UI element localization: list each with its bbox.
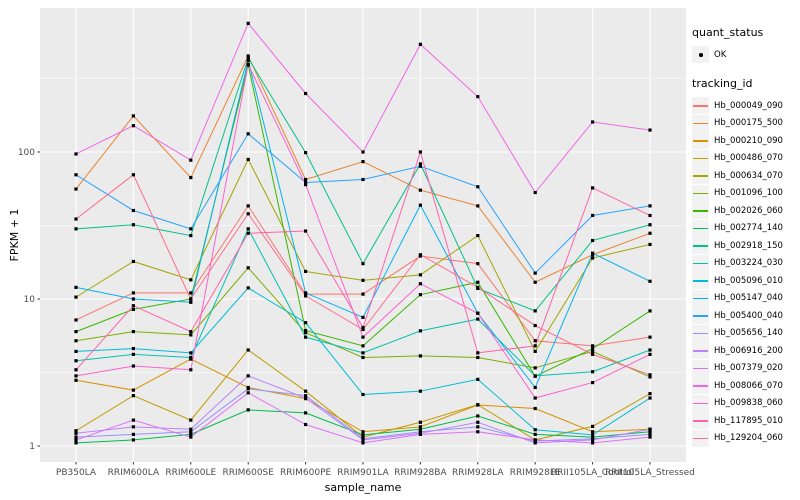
legend-item-Hb_000049_090: Hb_000049_090 xyxy=(692,97,798,114)
x-tick-label: RRIM600LA xyxy=(108,468,160,478)
line-swatch-icon xyxy=(692,184,709,202)
point-symbol-icon xyxy=(692,46,709,63)
legend-item-Hb_007379_020: Hb_007379_020 xyxy=(692,359,798,377)
legend-item-Hb_003224_030: Hb_003224_030 xyxy=(692,254,798,272)
y-tick-label: 10 xyxy=(24,295,36,305)
data-points xyxy=(74,21,652,445)
line-swatch-icon xyxy=(692,97,709,114)
legend-item-Hb_000634_070: Hb_000634_070 xyxy=(692,167,798,184)
legend-item-label: Hb_000634_070 xyxy=(714,170,783,181)
legend-item-Hb_117895_010: Hb_117895_010 xyxy=(692,412,798,429)
legend-item-label: Hb_006916_200 xyxy=(714,345,783,356)
line-swatch-icon xyxy=(692,342,709,359)
legend-item-label: Hb_007379_020 xyxy=(714,363,783,373)
legend-tracking-id-title: tracking_id xyxy=(692,77,753,90)
legend-item-Hb_005656_140: Hb_005656_140 xyxy=(692,324,798,342)
legend-item-label: Hb_117895_010 xyxy=(714,415,783,426)
legend-item-label: Hb_002774_140 xyxy=(714,223,783,233)
legend-item-label: Hb_005400_040 xyxy=(714,310,783,321)
legend-item-Hb_000175_500: Hb_000175_500 xyxy=(692,114,798,132)
legend-item-Hb_005400_040: Hb_005400_040 xyxy=(692,307,798,324)
x-tick-label: RRIM901LA xyxy=(337,468,389,478)
legend-item-label: OK xyxy=(714,49,727,60)
line-swatch-icon xyxy=(692,237,709,254)
legend-item-label: Hb_009838_060 xyxy=(714,398,783,408)
legend-item-Hb_001096_100: Hb_001096_100 xyxy=(692,184,798,202)
y-axis-title: FPKM + 1 xyxy=(8,208,21,262)
legend-item-Hb_000486_070: Hb_000486_070 xyxy=(692,149,798,167)
x-tick-label: RRII105LA_Control xyxy=(551,468,634,478)
line-swatch-icon xyxy=(692,412,709,429)
legend: quant_status OK tracking_id Hb_000049_09… xyxy=(692,26,798,447)
legend-item-label: Hb_008066_070 xyxy=(714,380,783,391)
line-swatch-icon xyxy=(692,324,709,342)
line-swatch-icon xyxy=(692,272,709,289)
legend-item-Hb_000210_090: Hb_000210_090 xyxy=(692,132,798,149)
legend-item-Hb_002918_150: Hb_002918_150 xyxy=(692,237,798,254)
line-swatch-icon xyxy=(692,167,709,184)
line-swatch-icon xyxy=(692,289,709,307)
legend-item-label: Hb_002918_150 xyxy=(714,240,783,251)
line-swatch-icon xyxy=(692,114,709,132)
line-swatch-icon xyxy=(692,219,709,237)
legend-item-Hb_009838_060: Hb_009838_060 xyxy=(692,394,798,412)
legend-item-label: Hb_003224_030 xyxy=(714,258,783,268)
y-tick-label: 100 xyxy=(18,148,35,158)
legend-item-label: Hb_005096_010 xyxy=(714,275,783,286)
legend-quant-status-title: quant_status xyxy=(692,26,764,39)
line-swatch-icon xyxy=(692,149,709,167)
line-swatch-icon xyxy=(692,394,709,412)
x-tick-label: PB350LA xyxy=(56,468,97,478)
legend-item-Hb_002774_140: Hb_002774_140 xyxy=(692,219,798,237)
legend-item-label: Hb_129204_060 xyxy=(714,433,783,443)
x-tick-label: RRIM928LA xyxy=(452,468,504,478)
x-tick-label: RRIM600SE xyxy=(222,468,274,478)
legend-item-Hb_129204_060: Hb_129204_060 xyxy=(692,429,798,447)
legend-item-Hb_005096_010: Hb_005096_010 xyxy=(692,272,798,289)
x-tick-label: RRII105LA_Stressed xyxy=(605,468,695,478)
y-tick-label: 1 xyxy=(29,442,35,452)
legend-item-label: Hb_000049_090 xyxy=(714,100,783,111)
x-tick-label: RRIM600LE xyxy=(165,468,216,478)
legend-item-Hb_005147_040: Hb_005147_040 xyxy=(692,289,798,307)
line-swatch-icon xyxy=(692,429,709,447)
x-tick-label: RRIM928BA xyxy=(394,468,447,478)
legend-item-label: Hb_005656_140 xyxy=(714,328,783,338)
x-tick-label: RRIM928LE xyxy=(510,468,561,478)
legend-item-label: Hb_005147_040 xyxy=(714,293,783,303)
x-axis-title: sample_name xyxy=(324,481,402,494)
legend-item-label: Hb_000486_070 xyxy=(714,153,783,163)
legend-item-label: Hb_000210_090 xyxy=(714,135,783,146)
legend-item-Hb_006916_200: Hb_006916_200 xyxy=(692,342,798,359)
legend-item-Hb_002026_060: Hb_002026_060 xyxy=(692,202,798,219)
line-swatch-icon xyxy=(692,377,709,394)
line-swatch-icon xyxy=(692,202,709,219)
legend-item-label: Hb_002026_060 xyxy=(714,205,783,216)
legend-tracking-rows: Hb_000049_090 Hb_000175_500 Hb_000210_090 H… xyxy=(692,97,798,447)
legend-item-ok: OK xyxy=(692,46,798,63)
line-swatch-icon xyxy=(692,359,709,377)
axis-ticks: 1 10 100 PB350LA RRIM600LA RRIM600LE RRIM600SE… xyxy=(18,148,695,478)
line-swatch-icon xyxy=(692,254,709,272)
line-swatch-icon xyxy=(692,132,709,149)
x-tick-label: RRIM600PE xyxy=(280,468,332,478)
line-swatch-icon xyxy=(692,307,709,324)
legend-item-Hb_008066_070: Hb_008066_070 xyxy=(692,377,798,394)
legend-item-label: Hb_001096_100 xyxy=(714,188,783,198)
legend-item-label: Hb_000175_500 xyxy=(714,118,783,128)
